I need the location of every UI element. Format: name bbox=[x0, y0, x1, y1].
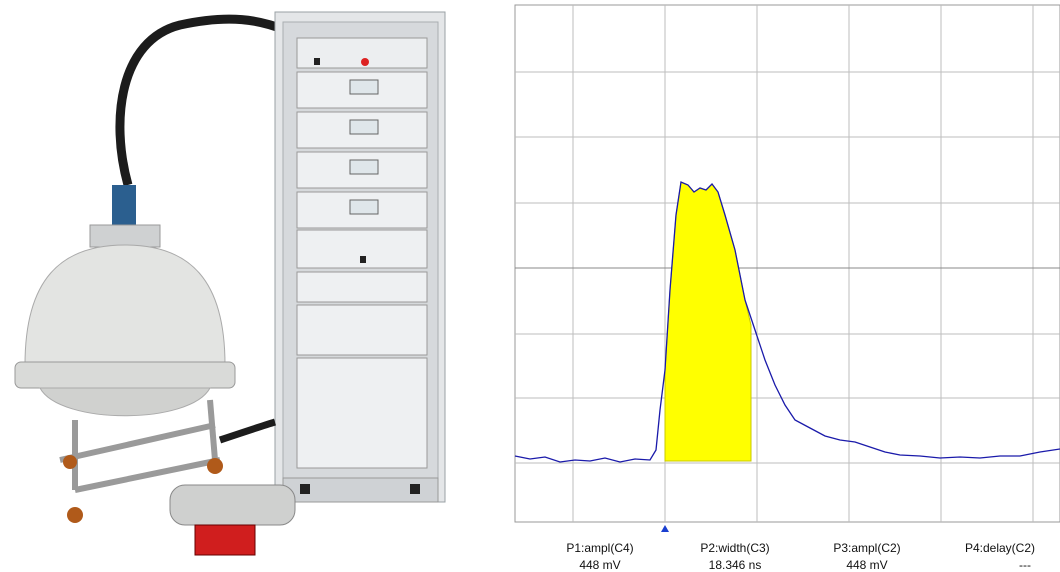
trigger-marker bbox=[661, 525, 669, 532]
measurement-value: 18.346 ns bbox=[709, 558, 762, 572]
measurement-label: P3:ampl(C2) bbox=[833, 541, 900, 555]
measurement-label: P1:ampl(C4) bbox=[566, 541, 633, 555]
waveform-trace bbox=[514, 181, 1060, 463]
measurement-value: 448 mV bbox=[846, 558, 887, 572]
measurement-bar: P1:ampl(C4) 448 mV P2:width(C3) 18.346 n… bbox=[566, 541, 1035, 572]
measurement-value: 448 mV bbox=[579, 558, 620, 572]
measurement-value: --- bbox=[1019, 558, 1031, 572]
measurement-label: P2:width(C3) bbox=[700, 541, 769, 555]
measurement-label: P4:delay(C2) bbox=[965, 541, 1035, 555]
equipment-photo bbox=[14, 11, 446, 556]
scope-screen bbox=[514, 4, 1060, 523]
